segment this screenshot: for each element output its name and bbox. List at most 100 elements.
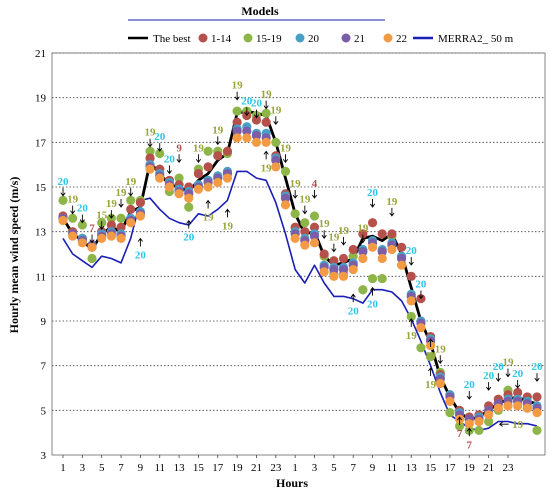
annotation-arrow bbox=[234, 91, 240, 101]
annotation-label: 19 bbox=[67, 194, 79, 206]
point-22 bbox=[261, 137, 271, 147]
point-22 bbox=[251, 137, 262, 147]
annotation-label: 19 bbox=[261, 89, 273, 101]
annotation-label: 19 bbox=[270, 104, 282, 116]
annotation-arrow bbox=[495, 373, 501, 382]
point-22 bbox=[280, 200, 291, 210]
point-1-14 bbox=[309, 222, 320, 232]
legend-label: 22 bbox=[396, 33, 407, 45]
annotation-arrow bbox=[263, 150, 269, 160]
annotation-label: 20 bbox=[348, 305, 360, 317]
annotation-label: 20 bbox=[406, 245, 418, 257]
annotation-label: 20 bbox=[532, 361, 544, 373]
point-22 bbox=[484, 410, 494, 420]
point-15-19 bbox=[232, 106, 242, 116]
point-22 bbox=[329, 271, 339, 281]
annotation-arrow bbox=[534, 373, 540, 382]
y-tick-label: 19 bbox=[35, 93, 47, 105]
point-1-14 bbox=[319, 249, 329, 259]
point-1-14 bbox=[135, 198, 145, 208]
point-1-14 bbox=[261, 117, 271, 127]
annotation-label: 19 bbox=[425, 379, 437, 391]
point-22 bbox=[348, 265, 358, 275]
point-22 bbox=[319, 267, 329, 277]
y-tick-label: 15 bbox=[35, 182, 47, 194]
y-tick-label: 3 bbox=[41, 450, 47, 462]
point-1-14 bbox=[377, 229, 387, 239]
annotation-label: 19 bbox=[512, 419, 524, 431]
point-1-14 bbox=[232, 117, 242, 127]
x-tick-label: 13 bbox=[406, 462, 418, 474]
point-1-14 bbox=[213, 151, 223, 161]
annotation-arrow bbox=[457, 416, 463, 426]
point-22 bbox=[493, 403, 503, 413]
point-1-14 bbox=[387, 229, 397, 239]
annotation-arrow bbox=[466, 427, 472, 437]
annotation-label: 19 bbox=[145, 127, 157, 139]
point-15-19 bbox=[425, 352, 436, 362]
point-15-19 bbox=[455, 421, 465, 431]
point-22 bbox=[116, 233, 126, 243]
point-15-19 bbox=[358, 285, 368, 295]
annotation-label: 20 bbox=[241, 95, 253, 107]
point-22 bbox=[77, 238, 87, 248]
point-22 bbox=[300, 240, 310, 250]
annotation-label: 19 bbox=[319, 218, 331, 230]
point-1-14 bbox=[329, 256, 339, 266]
legend: Models The best 1-14 15-19 20 21 22 MERRA2_ 50 … bbox=[128, 4, 514, 45]
point-22 bbox=[503, 401, 513, 411]
x-tick-label: 7 bbox=[350, 462, 356, 474]
point-15-19 bbox=[367, 273, 378, 284]
point-15-19 bbox=[348, 251, 358, 261]
point-21 bbox=[280, 193, 291, 203]
y-tick-label: 7 bbox=[41, 361, 47, 373]
point-22 bbox=[97, 233, 107, 243]
x-tick-label: 5 bbox=[99, 462, 105, 474]
annotation-arrow bbox=[360, 234, 366, 244]
point-15-19 bbox=[406, 311, 416, 322]
point-22 bbox=[396, 260, 407, 270]
annotation-label: 20 bbox=[464, 379, 476, 391]
annotation-label: 19 bbox=[212, 124, 224, 136]
x-axis-label: Hours bbox=[276, 476, 308, 490]
annotation-label: 19 bbox=[502, 357, 514, 369]
point-21 bbox=[396, 253, 407, 264]
legend-swatch-marker bbox=[198, 33, 208, 43]
x-tick-label: 9 bbox=[370, 462, 376, 474]
point-15-19 bbox=[126, 195, 136, 205]
point-22 bbox=[367, 242, 378, 252]
point-1-14 bbox=[406, 271, 416, 281]
x-axis-ticks: 1 3 5 7 9 11 13 15 17 19 21 23 1 3 5 7 9 11 13 15 17 19 21 23 bbox=[60, 455, 514, 474]
x-tick-label: 9 bbox=[138, 462, 144, 474]
annotation-arrow bbox=[331, 243, 337, 253]
point-21 bbox=[251, 131, 262, 141]
x-tick-label: 15 bbox=[425, 462, 437, 474]
point-15-19 bbox=[290, 209, 300, 219]
annotation-label: 19 bbox=[425, 350, 437, 362]
y-tick-label: 21 bbox=[35, 48, 46, 60]
point-22 bbox=[532, 407, 542, 418]
point-15-19 bbox=[309, 211, 320, 221]
annotation-label: 20 bbox=[367, 187, 379, 199]
point-22 bbox=[416, 323, 426, 333]
annotation-arrow bbox=[263, 100, 269, 110]
point-15-19 bbox=[300, 218, 310, 228]
legend-label: MERRA2_ 50 m bbox=[438, 33, 514, 45]
point-15-19 bbox=[184, 202, 194, 212]
point-21 bbox=[377, 247, 387, 257]
point-15-19 bbox=[445, 407, 455, 418]
point-1-14 bbox=[300, 227, 310, 237]
point-22 bbox=[309, 238, 320, 248]
annotation-label: 19 bbox=[106, 198, 118, 210]
point-15-19 bbox=[484, 416, 494, 427]
legend-label: 15-19 bbox=[256, 33, 282, 45]
annotation-arrow bbox=[340, 236, 347, 246]
annotation-arrow bbox=[515, 379, 521, 389]
point-22 bbox=[222, 173, 233, 183]
point-1-14 bbox=[145, 153, 155, 163]
legend-label: The best bbox=[153, 33, 191, 45]
annotation-label: 19 bbox=[261, 162, 273, 174]
annotation-label: 19 bbox=[299, 194, 311, 206]
annotation-arrow bbox=[408, 257, 414, 266]
